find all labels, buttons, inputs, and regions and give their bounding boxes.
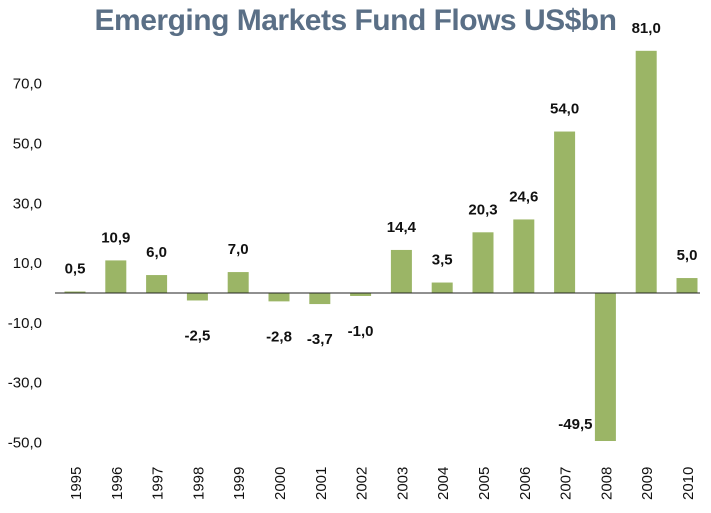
data-label: 0,5: [65, 261, 86, 278]
bar: [268, 293, 290, 302]
x-tick-label: 2000: [272, 467, 289, 500]
bar: [146, 275, 168, 293]
data-label: 3,5: [432, 252, 453, 269]
y-tick-label: -10,0: [8, 315, 42, 332]
x-tick-label: 1998: [190, 467, 207, 500]
x-tick-label: 2004: [435, 467, 452, 500]
y-tick-label: -50,0: [8, 435, 42, 452]
bar: [64, 291, 86, 293]
bar: [635, 50, 657, 294]
x-tick-label: 2005: [476, 467, 493, 500]
bar: [350, 293, 372, 296]
bar: [227, 272, 249, 293]
chart-title: Emerging Markets Fund Flows US$bn: [94, 4, 617, 37]
bar: [309, 293, 331, 305]
x-tick-label: 2009: [639, 467, 656, 500]
bar: [594, 293, 616, 442]
data-label: -1,0: [348, 323, 374, 340]
x-tick-label: 1995: [68, 467, 85, 500]
x-tick-label: 1996: [109, 467, 126, 500]
data-label: 10,9: [101, 229, 130, 246]
data-label: 81,0: [632, 20, 661, 37]
x-tick-label: 2003: [394, 467, 411, 500]
x-tick-label: 2008: [598, 467, 615, 500]
data-label: 54,0: [550, 101, 579, 118]
y-tick-label: 50,0: [13, 136, 42, 153]
bar: [390, 249, 412, 293]
bar: [554, 131, 576, 293]
x-tick-label: 2002: [354, 467, 371, 500]
bar: [431, 282, 453, 293]
data-label: 14,4: [387, 219, 417, 236]
x-tick-label: 2001: [313, 467, 330, 500]
data-label: 20,3: [468, 201, 497, 218]
y-tick-label: 70,0: [13, 76, 42, 93]
bar: [676, 278, 698, 293]
data-label: -2,8: [266, 328, 292, 345]
x-tick-label: 1997: [150, 467, 167, 500]
bar: [105, 260, 127, 293]
x-tick-label: 2007: [558, 467, 575, 500]
y-tick-label: 10,0: [13, 255, 42, 272]
x-tick-label: 2010: [680, 467, 697, 500]
bar: [472, 232, 494, 293]
bar: [513, 219, 535, 293]
y-tick-label: -30,0: [8, 375, 42, 392]
data-label: -2,5: [184, 327, 210, 344]
x-tick-label: 2006: [517, 467, 534, 500]
data-label: -3,7: [307, 331, 333, 348]
data-label: -49,5: [558, 416, 592, 433]
bar: [186, 293, 208, 301]
y-tick-label: 30,0: [13, 195, 42, 212]
data-label: 7,0: [228, 241, 249, 258]
data-label: 5,0: [677, 247, 698, 264]
data-label: 6,0: [146, 244, 167, 261]
data-label: 24,6: [509, 188, 538, 205]
x-tick-label: 1999: [231, 467, 248, 500]
